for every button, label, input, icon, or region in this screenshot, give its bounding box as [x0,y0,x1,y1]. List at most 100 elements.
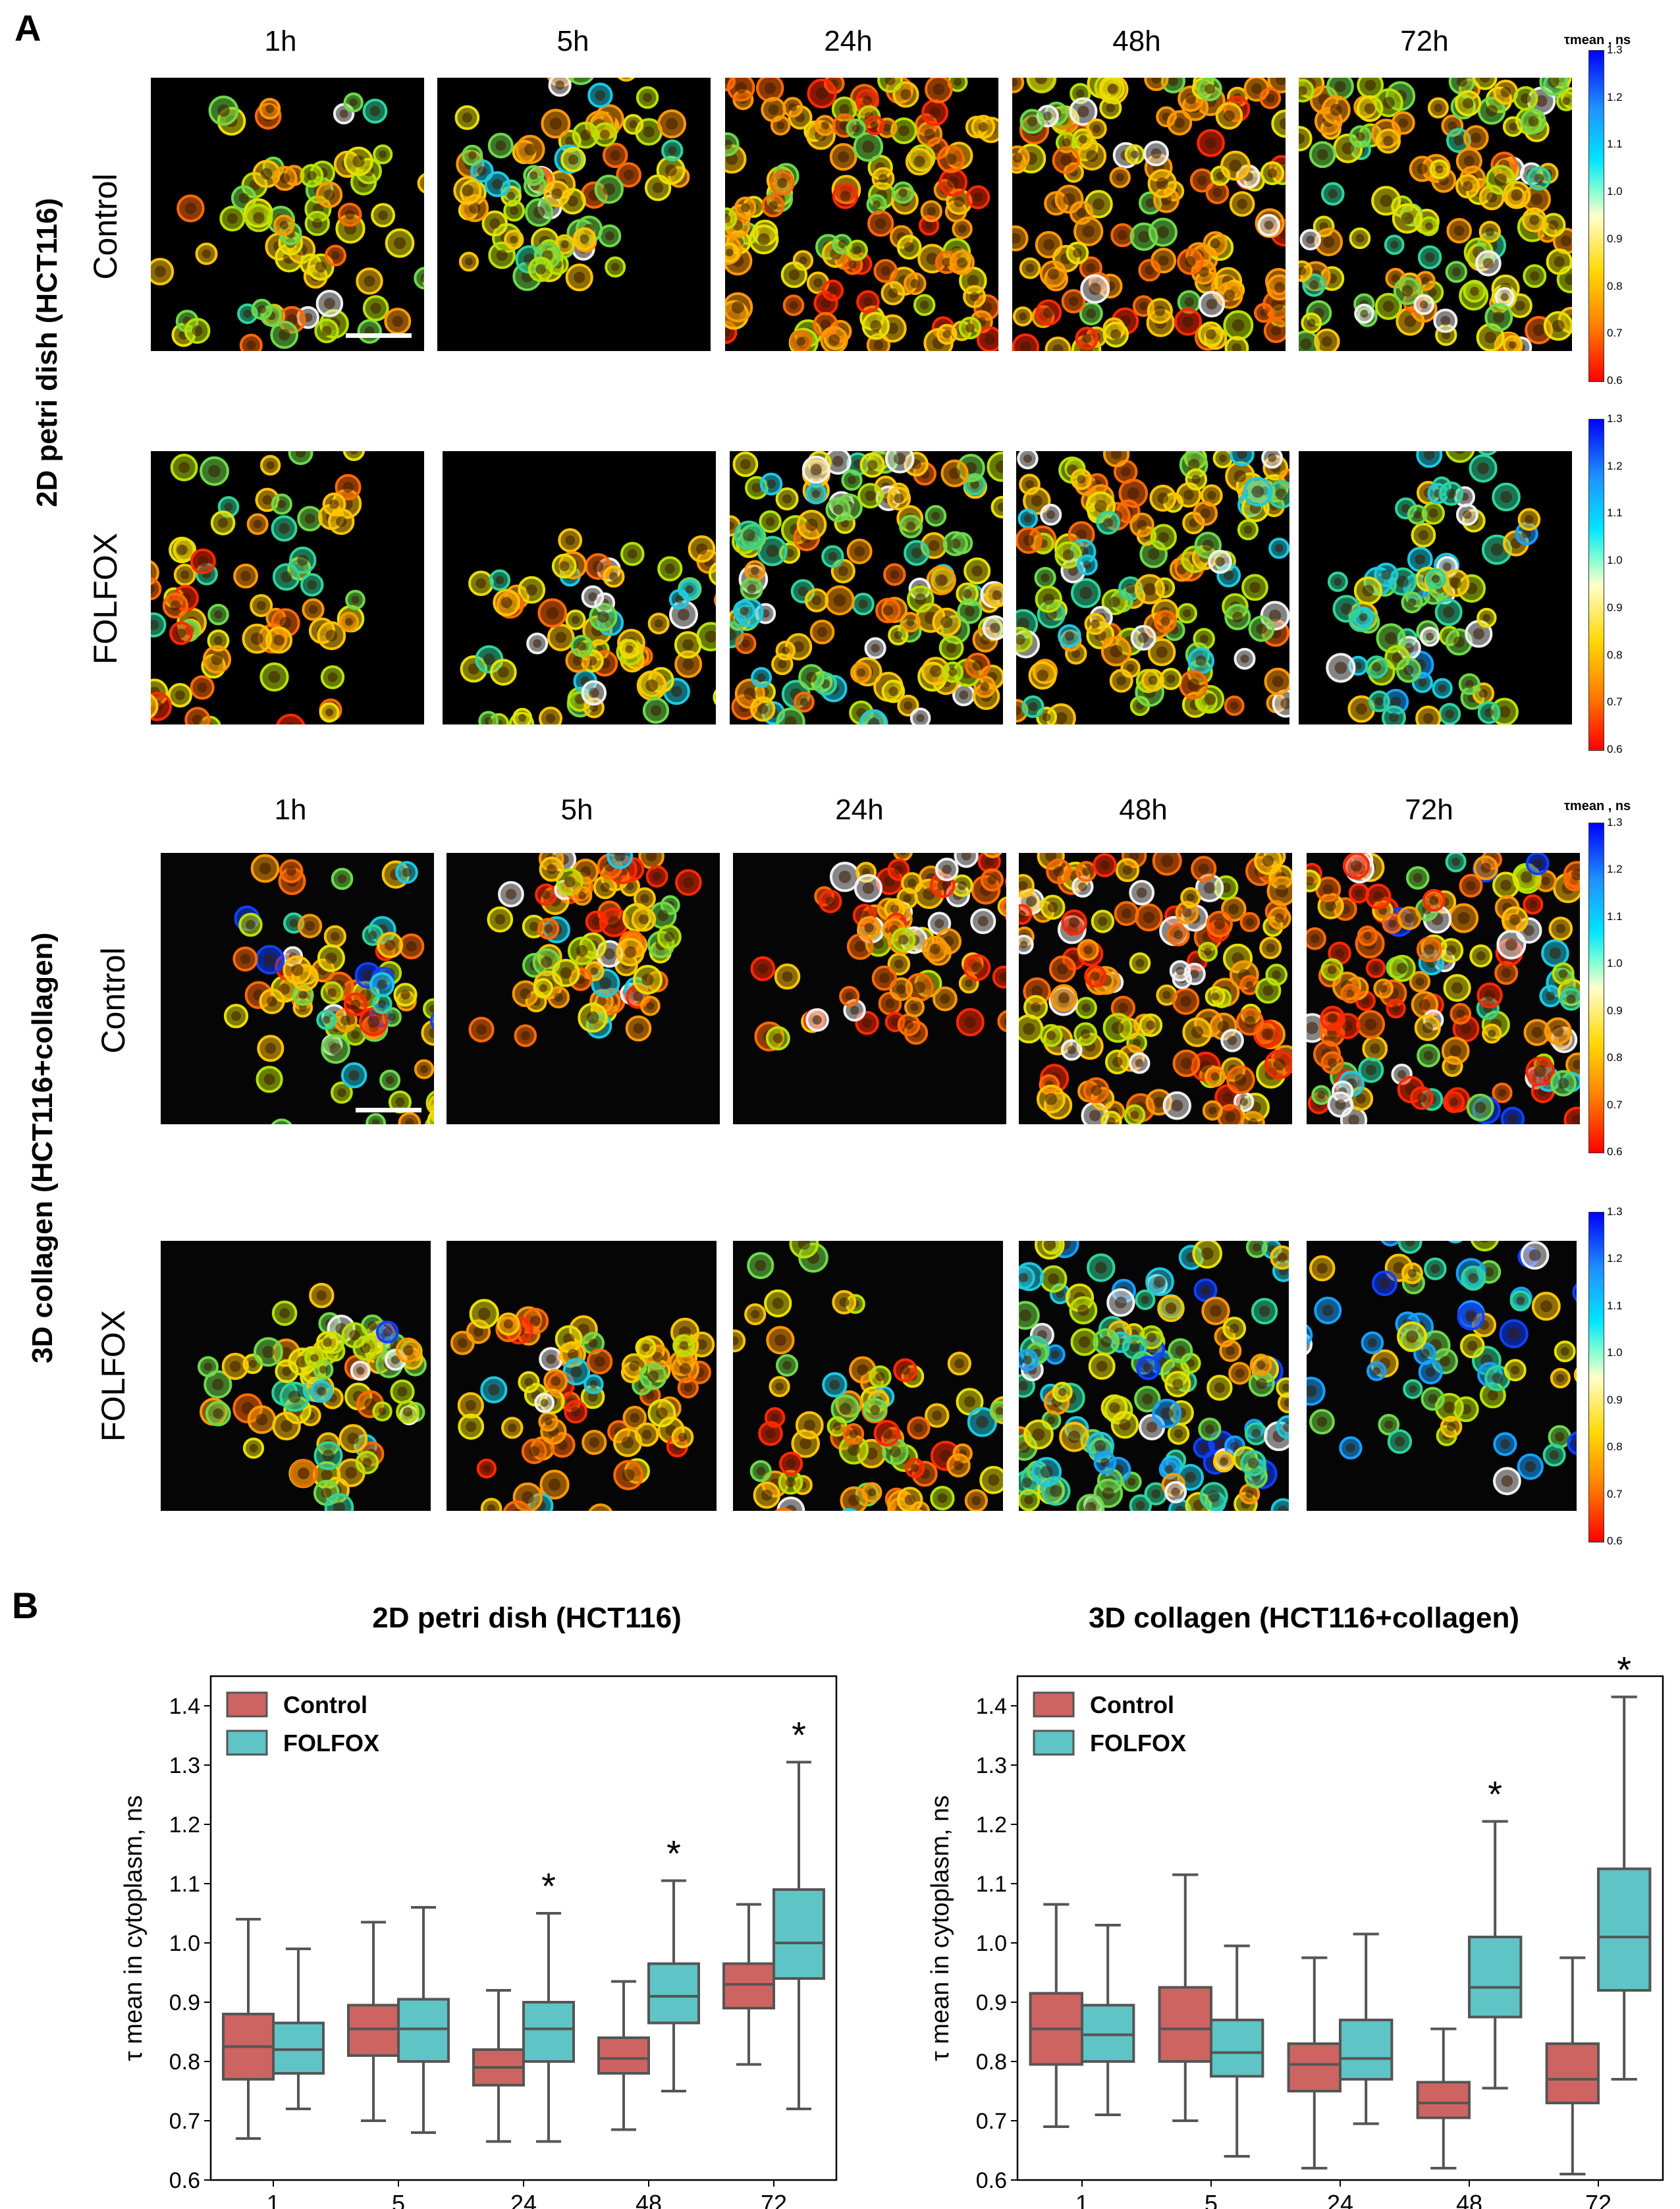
plot-title-2d: 2D petri dish (HCT116) [372,1602,682,1634]
significance-marker: * [1617,1649,1631,1691]
colorbar-tick-3d-control: 0.9 [1607,1004,1623,1017]
y-tick-label: 1.1 [169,1872,200,1897]
micrograph-3d-folfox-1h [161,1241,431,1511]
colorbar-tick-2d-control: 1.2 [1607,90,1623,103]
y-tick-label: 1.2 [976,1813,1007,1838]
colorbar-tick-2d-control: 0.7 [1607,327,1623,340]
micrograph-3d-folfox-72h [1307,1241,1577,1511]
box-folfox [397,1998,450,2063]
colorbar-tick-2d-folfox: 0.6 [1607,743,1623,755]
colorbar-2d-control [1588,50,1604,382]
block-label-3d: 3D collagen (HCT116+collagen) [26,932,59,1363]
y-tick-label: 0.9 [976,1990,1007,2015]
boxplot-3d: 0.6 0.7 0.8 0.9 1.0 1.1 1.2 1.3 1.4 τ mean in cyt… [927,1649,1664,2209]
y-tick-label: 0.7 [169,2109,200,2134]
colorbar-title-2d: τmean , ns [1564,33,1631,47]
y-tick-label: 0.6 [169,2168,200,2193]
y-tick-label: 1.2 [169,1813,200,1838]
y-tick-label: 0.7 [976,2109,1007,2134]
micrograph-texture [151,451,366,724]
micrograph-3d-control-1h [161,853,434,1124]
colorbar-tick-2d-control: 1.3 [1607,43,1623,56]
legend-label-control: Control [283,1691,367,1718]
colorbar-tick-3d-folfox: 1.3 [1607,1205,1623,1218]
colorbar-tick-3d-folfox: 0.9 [1607,1393,1623,1406]
micrograph-texture [450,1299,715,1511]
colorbar-tick-2d-control: 0.9 [1607,232,1623,245]
legend-label-folfox: FOLFOX [283,1730,379,1757]
micrograph-texture [733,1241,1003,1511]
row-label-3d-folfox: FOLFOX [95,1309,132,1442]
y-tick-label: 0.6 [976,2168,1007,2193]
time-label-5h-3d: 5h [560,794,593,826]
scale-bar-3d [356,1108,421,1112]
time-label-24h: 24h [824,25,873,57]
significance-marker: * [666,1833,681,1874]
boxplot-2d: 0.6 0.7 0.8 0.9 1.0 1.1 1.2 1.3 1.4 τ mean in cyt… [120,1675,838,2209]
colorbar-tick-2d-folfox: 0.9 [1607,601,1623,614]
micrograph-texture [151,92,424,351]
y-tick-label: 0.8 [169,2050,200,2075]
micrograph-texture [1307,1241,1577,1496]
x-tick-label: 72 [1585,2190,1612,2209]
colorbar-tick-2d-folfox: 1.1 [1607,506,1623,520]
time-label-48h: 48h [1112,25,1161,57]
micrograph-3d-folfox-5h [447,1241,717,1511]
box-control [1416,2081,1471,2119]
micrograph-2d-control-48h [1012,78,1286,351]
plot-title-3d: 3D collagen (HCT116+collagen) [1088,1602,1520,1634]
x-tick-label: 1 [267,2190,280,2209]
micrograph-texture [1299,78,1572,351]
x-tick-label: 1 [1075,2190,1089,2209]
micrograph-texture [1019,853,1292,1124]
legend-swatch-folfox [226,1730,268,1756]
legend-label-folfox: FOLFOX [1090,1730,1186,1757]
x-tick-label: 48 [1456,2190,1482,2209]
panel-a-letter: A [14,7,41,49]
box-control [347,2004,400,2057]
box-control [722,1962,775,2009]
colorbar-tick-2d-folfox: 0.7 [1607,695,1623,709]
legend-label-control: Control [1090,1691,1174,1718]
y-tick-label: 1.4 [976,1694,1007,1719]
box-folfox [1339,2019,1394,2081]
y-tick-label: 1.3 [976,1753,1007,1778]
colorbar-3d-control [1588,823,1604,1153]
colorbar-title-3d: τmean , ns [1564,799,1631,813]
micrograph-3d-control-5h [447,853,720,1124]
micrograph-texture [730,451,1003,724]
legend-swatch-control [226,1691,268,1718]
time-label-24h-3d: 24h [835,794,884,826]
scale-bar-2d [346,333,412,338]
row-label-2d-control: Control [87,173,124,280]
micrograph-2d-control-5h [437,78,711,351]
colorbar-tick-3d-control: 1.2 [1607,863,1623,876]
y-tick-label: 0.8 [976,2050,1007,2075]
colorbar-2d-folfox [1588,419,1604,751]
colorbar-tick-2d-folfox: 1.3 [1607,412,1623,425]
colorbar-tick-3d-folfox: 0.8 [1607,1440,1623,1454]
y-tick-label: 1.3 [169,1753,200,1778]
y-tick-label: 1.4 [169,1694,200,1719]
colorbar-tick-2d-control: 0.6 [1607,374,1623,387]
micrograph-texture [1326,451,1541,724]
legend-swatch-folfox [1033,1730,1075,1756]
box-folfox [1210,2019,1264,2078]
micrograph-texture [1307,853,1580,1124]
colorbar-tick-3d-folfox: 0.7 [1607,1487,1623,1500]
colorbar-tick-3d-control: 0.7 [1607,1098,1623,1111]
micrograph-2d-folfox-72h [1299,451,1572,724]
colorbar-tick-2d-folfox: 1.2 [1607,459,1623,472]
colorbar-3d-folfox [1588,1212,1604,1542]
micrograph-3d-folfox-24h [733,1241,1003,1511]
micrograph-texture [468,853,702,1047]
time-label-72h: 72h [1400,25,1449,57]
box-folfox [647,1962,700,2025]
x-tick-label: 5 [392,2190,405,2209]
legend-swatch-control [1033,1691,1075,1718]
micrograph-3d-control-48h [1019,853,1292,1124]
significance-marker: * [541,1865,556,1907]
time-label-72h-3d: 72h [1405,794,1453,826]
micrograph-texture [1012,78,1286,351]
colorbar-tick-3d-control: 1.3 [1607,816,1623,829]
